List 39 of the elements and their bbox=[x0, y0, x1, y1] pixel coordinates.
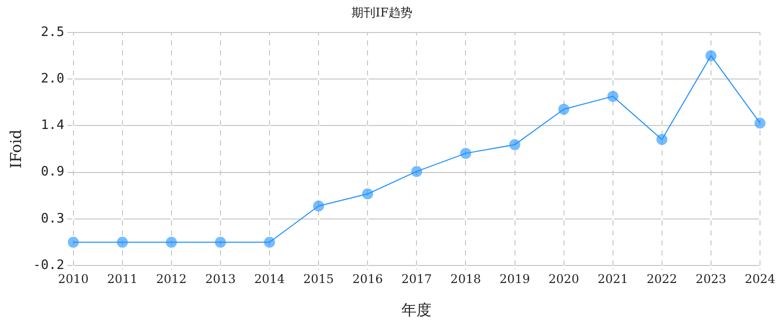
x-tick-label: 2023 bbox=[696, 272, 726, 286]
point bbox=[656, 134, 668, 145]
point bbox=[754, 118, 766, 129]
y-tick-label: -0.2 bbox=[32, 258, 64, 273]
x-tick-label: 2017 bbox=[401, 272, 432, 286]
point bbox=[166, 236, 177, 248]
x-tick-label: 2011 bbox=[107, 272, 138, 286]
point bbox=[68, 236, 79, 248]
point bbox=[607, 90, 618, 102]
point bbox=[362, 188, 374, 200]
chart-title: 期刊IF趋势 bbox=[351, 5, 413, 20]
y-tick-label: 2.5 bbox=[40, 24, 64, 40]
point bbox=[214, 236, 226, 248]
point bbox=[264, 236, 276, 248]
x-tick-label: 2022 bbox=[646, 272, 678, 286]
x-tick-label: 2012 bbox=[156, 272, 187, 286]
x-axis-title: 年度 bbox=[402, 300, 432, 319]
y-tick-label: 1.4 bbox=[40, 118, 64, 134]
y-axis-title: IFoid bbox=[6, 129, 25, 168]
y-tick-label: 2.0 bbox=[40, 71, 64, 86]
x-tick-label: 2024 bbox=[744, 272, 776, 286]
y-tick-label: 0.9 bbox=[40, 164, 64, 180]
y-tick-label: 0.3 bbox=[40, 211, 64, 226]
point bbox=[313, 200, 324, 212]
x-tick-label: 2020 bbox=[548, 272, 580, 286]
x-tick-label: 2013 bbox=[205, 272, 236, 286]
x-tick-label: 2016 bbox=[352, 272, 383, 286]
point bbox=[116, 236, 128, 248]
x-tick-label: 2015 bbox=[303, 272, 334, 286]
point bbox=[705, 50, 716, 62]
x-tick-label: 2021 bbox=[598, 272, 628, 286]
x-tick-label: 2010 bbox=[58, 272, 89, 286]
point bbox=[558, 104, 570, 115]
x-tick-label: 2019 bbox=[499, 272, 530, 286]
x-tick-label: 2014 bbox=[254, 272, 286, 286]
point bbox=[411, 166, 422, 177]
point bbox=[460, 148, 472, 159]
x-tick-label: 2018 bbox=[450, 272, 481, 286]
point bbox=[509, 139, 520, 150]
